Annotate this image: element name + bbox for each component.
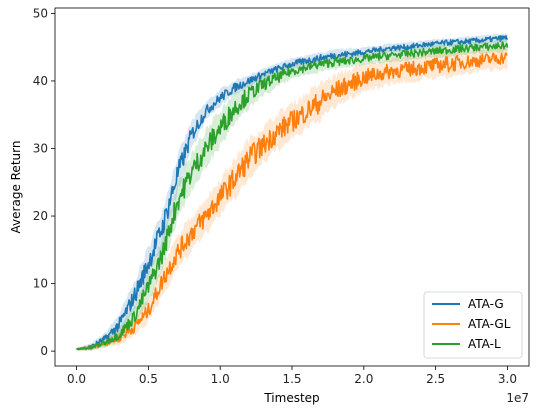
legend-label-ata-l: ATA-L	[468, 337, 501, 351]
x-tick-label: 0.5	[139, 372, 158, 386]
y-axis-ticks: 0 10 20 30 40 50	[33, 6, 55, 358]
plot-area	[76, 33, 509, 352]
x-tick-label: 2.0	[354, 372, 373, 386]
series-line-ata-g	[76, 35, 509, 351]
y-tick-label: 30	[33, 141, 48, 155]
x-axis-offset-label: 1e7	[506, 391, 529, 405]
x-axis-label: Timestep	[263, 391, 319, 405]
y-tick-label: 0	[40, 344, 48, 358]
y-tick-label: 50	[33, 6, 48, 20]
legend-box	[423, 291, 523, 359]
x-axis-ticks: 0.0 0.5 1.0 1.5 2.0 2.5 3.0	[67, 366, 517, 386]
y-tick-label: 10	[33, 277, 48, 291]
x-tick-label: 2.5	[426, 372, 445, 386]
series-lines	[76, 35, 509, 351]
series-line-ata-l	[76, 41, 509, 351]
x-tick-label: 0.0	[67, 372, 86, 386]
x-tick-label: 1.5	[282, 372, 301, 386]
series-line-ata-gl	[76, 52, 508, 351]
series-band-ata-gl	[76, 45, 508, 351]
y-tick-label: 40	[33, 74, 48, 88]
legend: ATA-G ATA-GL ATA-L	[423, 291, 523, 359]
y-tick-label: 20	[33, 209, 48, 223]
x-tick-label: 1.0	[211, 372, 230, 386]
legend-label-ata-gl: ATA-GL	[468, 317, 511, 331]
x-tick-label: 3.0	[498, 372, 517, 386]
y-axis-label: Average Return	[9, 141, 23, 234]
legend-label-ata-g: ATA-G	[468, 297, 504, 311]
